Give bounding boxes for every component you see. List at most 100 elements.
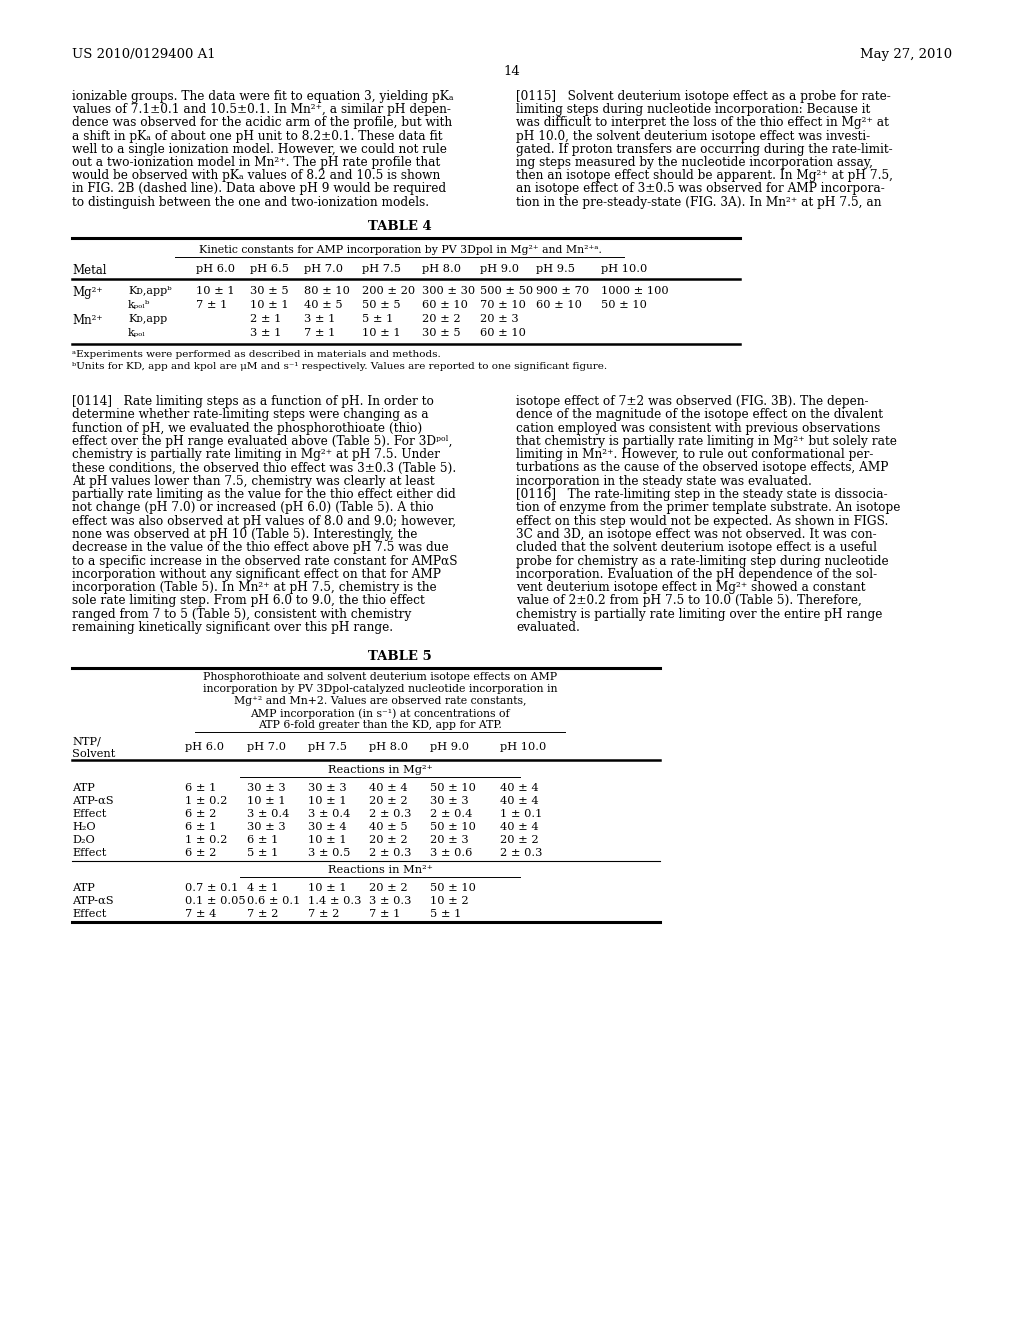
- Text: 60 ± 10: 60 ± 10: [480, 327, 526, 338]
- Text: pH 9.0: pH 9.0: [480, 264, 519, 275]
- Text: Reactions in Mg²⁺: Reactions in Mg²⁺: [328, 766, 432, 775]
- Text: these conditions, the observed thio effect was 3±0.3 (Table 5).: these conditions, the observed thio effe…: [72, 462, 457, 474]
- Text: 60 ± 10: 60 ± 10: [422, 300, 468, 310]
- Text: determine whether rate-limiting steps were changing as a: determine whether rate-limiting steps we…: [72, 408, 429, 421]
- Text: 40 ± 4: 40 ± 4: [500, 783, 539, 793]
- Text: 20 ± 2: 20 ± 2: [369, 836, 408, 845]
- Text: Kᴅ,app: Kᴅ,app: [128, 314, 167, 323]
- Text: cluded that the solvent deuterium isotope effect is a useful: cluded that the solvent deuterium isotop…: [516, 541, 877, 554]
- Text: that chemistry is partially rate limiting in Mg²⁺ but solely rate: that chemistry is partially rate limitin…: [516, 434, 897, 447]
- Text: tion in the pre-steady-state (FIG. 3A). In Mn²⁺ at pH 7.5, an: tion in the pre-steady-state (FIG. 3A). …: [516, 195, 882, 209]
- Text: 40 ± 4: 40 ± 4: [369, 783, 408, 793]
- Text: remaining kinetically significant over this pH range.: remaining kinetically significant over t…: [72, 622, 393, 634]
- Text: TABLE 4: TABLE 4: [368, 220, 432, 234]
- Text: 30 ± 3: 30 ± 3: [308, 783, 347, 793]
- Text: pH 7.0: pH 7.0: [304, 264, 343, 275]
- Text: 50 ± 10: 50 ± 10: [430, 783, 476, 793]
- Text: 0.7 ± 0.1: 0.7 ± 0.1: [185, 883, 239, 894]
- Text: 7 ± 2: 7 ± 2: [308, 909, 339, 919]
- Text: 2 ± 0.4: 2 ± 0.4: [430, 809, 472, 818]
- Text: ATP: ATP: [72, 783, 95, 793]
- Text: would be observed with pKₐ values of 8.2 and 10.5 is shown: would be observed with pKₐ values of 8.2…: [72, 169, 440, 182]
- Text: 10 ± 1: 10 ± 1: [308, 796, 347, 807]
- Text: 1000 ± 100: 1000 ± 100: [601, 286, 669, 296]
- Text: 30 ± 5: 30 ± 5: [250, 286, 289, 296]
- Text: 20 ± 2: 20 ± 2: [369, 796, 408, 807]
- Text: 40 ± 5: 40 ± 5: [304, 300, 343, 310]
- Text: ATP-αS: ATP-αS: [72, 796, 114, 807]
- Text: Mg⁺² and Mn+2. Values are observed rate constants,: Mg⁺² and Mn+2. Values are observed rate …: [233, 696, 526, 706]
- Text: 7 ± 1: 7 ± 1: [369, 909, 400, 919]
- Text: out a two-ionization model in Mn²⁺. The pH rate profile that: out a two-ionization model in Mn²⁺. The …: [72, 156, 440, 169]
- Text: TABLE 5: TABLE 5: [368, 649, 432, 663]
- Text: Kinetic constants for AMP incorporation by PV 3Dpol in Mg²⁺ and Mn²⁺ᵃ.: Kinetic constants for AMP incorporation …: [199, 246, 601, 255]
- Text: 6 ± 1: 6 ± 1: [185, 822, 216, 832]
- Text: pH 10.0: pH 10.0: [601, 264, 647, 275]
- Text: 3 ± 0.3: 3 ± 0.3: [369, 896, 412, 906]
- Text: in FIG. 2B (dashed line). Data above pH 9 would be required: in FIG. 2B (dashed line). Data above pH …: [72, 182, 446, 195]
- Text: US 2010/0129400 A1: US 2010/0129400 A1: [72, 48, 216, 61]
- Text: values of 7.1±0.1 and 10.5±0.1. In Mn²⁺, a similar pH depen-: values of 7.1±0.1 and 10.5±0.1. In Mn²⁺,…: [72, 103, 451, 116]
- Text: pH 6.0: pH 6.0: [196, 264, 234, 275]
- Text: 3 ± 0.6: 3 ± 0.6: [430, 847, 472, 858]
- Text: effect over the pH range evaluated above (Table 5). For 3Dᵖᵒˡ,: effect over the pH range evaluated above…: [72, 434, 453, 447]
- Text: limiting steps during nucleotide incorporation: Because it: limiting steps during nucleotide incorpo…: [516, 103, 870, 116]
- Text: ATP 6-fold greater than the KD, app for ATP.: ATP 6-fold greater than the KD, app for …: [258, 719, 502, 730]
- Text: 20 ± 2: 20 ± 2: [369, 883, 408, 894]
- Text: 2 ± 1: 2 ± 1: [250, 314, 282, 323]
- Text: 0.6 ± 0.1: 0.6 ± 0.1: [247, 896, 300, 906]
- Text: 1 ± 0.2: 1 ± 0.2: [185, 796, 227, 807]
- Text: pH 8.0: pH 8.0: [369, 742, 408, 752]
- Text: 7 ± 4: 7 ± 4: [185, 909, 216, 919]
- Text: 30 ± 3: 30 ± 3: [247, 822, 286, 832]
- Text: gated. If proton transfers are occurring during the rate-limit-: gated. If proton transfers are occurring…: [516, 143, 893, 156]
- Text: NTP/: NTP/: [72, 737, 101, 746]
- Text: isotope effect of 7±2 was observed (FIG. 3B). The depen-: isotope effect of 7±2 was observed (FIG.…: [516, 395, 868, 408]
- Text: partially rate limiting as the value for the thio effect either did: partially rate limiting as the value for…: [72, 488, 456, 502]
- Text: pH 7.5: pH 7.5: [308, 742, 347, 752]
- Text: 50 ± 10: 50 ± 10: [430, 883, 476, 894]
- Text: 50 ± 10: 50 ± 10: [430, 822, 476, 832]
- Text: Mg²⁺: Mg²⁺: [72, 286, 102, 300]
- Text: dence of the magnitude of the isotope effect on the divalent: dence of the magnitude of the isotope ef…: [516, 408, 883, 421]
- Text: incorporation in the steady state was evaluated.: incorporation in the steady state was ev…: [516, 475, 812, 488]
- Text: 60 ± 10: 60 ± 10: [536, 300, 582, 310]
- Text: 40 ± 5: 40 ± 5: [369, 822, 408, 832]
- Text: 2 ± 0.3: 2 ± 0.3: [369, 809, 412, 818]
- Text: 30 ± 4: 30 ± 4: [308, 822, 347, 832]
- Text: decrease in the value of the thio effect above pH 7.5 was due: decrease in the value of the thio effect…: [72, 541, 449, 554]
- Text: 80 ± 10: 80 ± 10: [304, 286, 350, 296]
- Text: Metal: Metal: [72, 264, 106, 277]
- Text: dence was observed for the acidic arm of the profile, but with: dence was observed for the acidic arm of…: [72, 116, 453, 129]
- Text: 4 ± 1: 4 ± 1: [247, 883, 279, 894]
- Text: 7 ± 1: 7 ± 1: [196, 300, 227, 310]
- Text: a shift in pKₐ of about one pH unit to 8.2±0.1. These data fit: a shift in pKₐ of about one pH unit to 8…: [72, 129, 442, 143]
- Text: 20 ± 3: 20 ± 3: [430, 836, 469, 845]
- Text: 3 ± 1: 3 ± 1: [250, 327, 282, 338]
- Text: kₚₒₗᵇ: kₚₒₗᵇ: [128, 300, 151, 310]
- Text: 10 ± 1: 10 ± 1: [250, 300, 289, 310]
- Text: pH 6.5: pH 6.5: [250, 264, 289, 275]
- Text: pH 8.0: pH 8.0: [422, 264, 461, 275]
- Text: evaluated.: evaluated.: [516, 622, 580, 634]
- Text: 1.4 ± 0.3: 1.4 ± 0.3: [308, 896, 361, 906]
- Text: incorporation. Evaluation of the pH dependence of the sol-: incorporation. Evaluation of the pH depe…: [516, 568, 878, 581]
- Text: limiting in Mn²⁺. However, to rule out conformational per-: limiting in Mn²⁺. However, to rule out c…: [516, 449, 873, 461]
- Text: At pH values lower than 7.5, chemistry was clearly at least: At pH values lower than 7.5, chemistry w…: [72, 475, 434, 488]
- Text: 5 ± 1: 5 ± 1: [430, 909, 462, 919]
- Text: 1 ± 0.1: 1 ± 0.1: [500, 809, 543, 818]
- Text: turbations as the cause of the observed isotope effects, AMP: turbations as the cause of the observed …: [516, 462, 889, 474]
- Text: kₚₒₗ: kₚₒₗ: [128, 327, 146, 338]
- Text: pH 9.0: pH 9.0: [430, 742, 469, 752]
- Text: 7 ± 1: 7 ± 1: [304, 327, 336, 338]
- Text: incorporation without any significant effect on that for AMP: incorporation without any significant ef…: [72, 568, 441, 581]
- Text: 10 ± 1: 10 ± 1: [308, 883, 347, 894]
- Text: 3 ± 0.4: 3 ± 0.4: [308, 809, 350, 818]
- Text: well to a single ionization model. However, we could not rule: well to a single ionization model. Howev…: [72, 143, 446, 156]
- Text: pH 6.0: pH 6.0: [185, 742, 224, 752]
- Text: tion of enzyme from the primer template substrate. An isotope: tion of enzyme from the primer template …: [516, 502, 900, 515]
- Text: 10 ± 1: 10 ± 1: [247, 796, 286, 807]
- Text: function of pH, we evaluated the phosphorothioate (thio): function of pH, we evaluated the phospho…: [72, 421, 422, 434]
- Text: 10 ± 1: 10 ± 1: [362, 327, 400, 338]
- Text: 6 ± 1: 6 ± 1: [185, 783, 216, 793]
